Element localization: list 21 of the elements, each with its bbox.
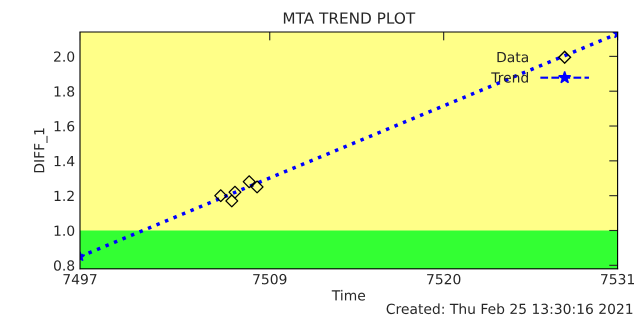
text: Created: Thu Feb 25 13:30:16 2021	[386, 303, 632, 314]
point	[214, 189, 228, 202]
x-axis-title: Time	[332, 290, 366, 301]
y-tick-label: 1.0	[54, 225, 74, 236]
y-tick-label: 0.8	[54, 260, 74, 271]
point	[228, 186, 242, 199]
x-tick-label: 7497	[63, 274, 96, 284]
point	[225, 194, 238, 208]
point	[242, 175, 256, 188]
x-tick-label: 7531	[601, 274, 634, 284]
point	[250, 180, 264, 194]
y-tick-label: 1.2	[54, 190, 74, 201]
chart-title: MTA TREND PLOT	[284, 12, 416, 24]
y-tick-label: 1.6	[54, 120, 74, 132]
x-tick-label: 7509	[253, 274, 286, 284]
y-tick-label: 2.0	[54, 51, 74, 62]
y-tick-label: 1.4	[54, 156, 74, 166]
legend-label: Data	[497, 52, 528, 62]
x-tick-label: 7520	[427, 274, 460, 284]
y-tick-label: 1.8	[54, 86, 74, 97]
y-axis-title: DIFF_1	[34, 128, 48, 172]
